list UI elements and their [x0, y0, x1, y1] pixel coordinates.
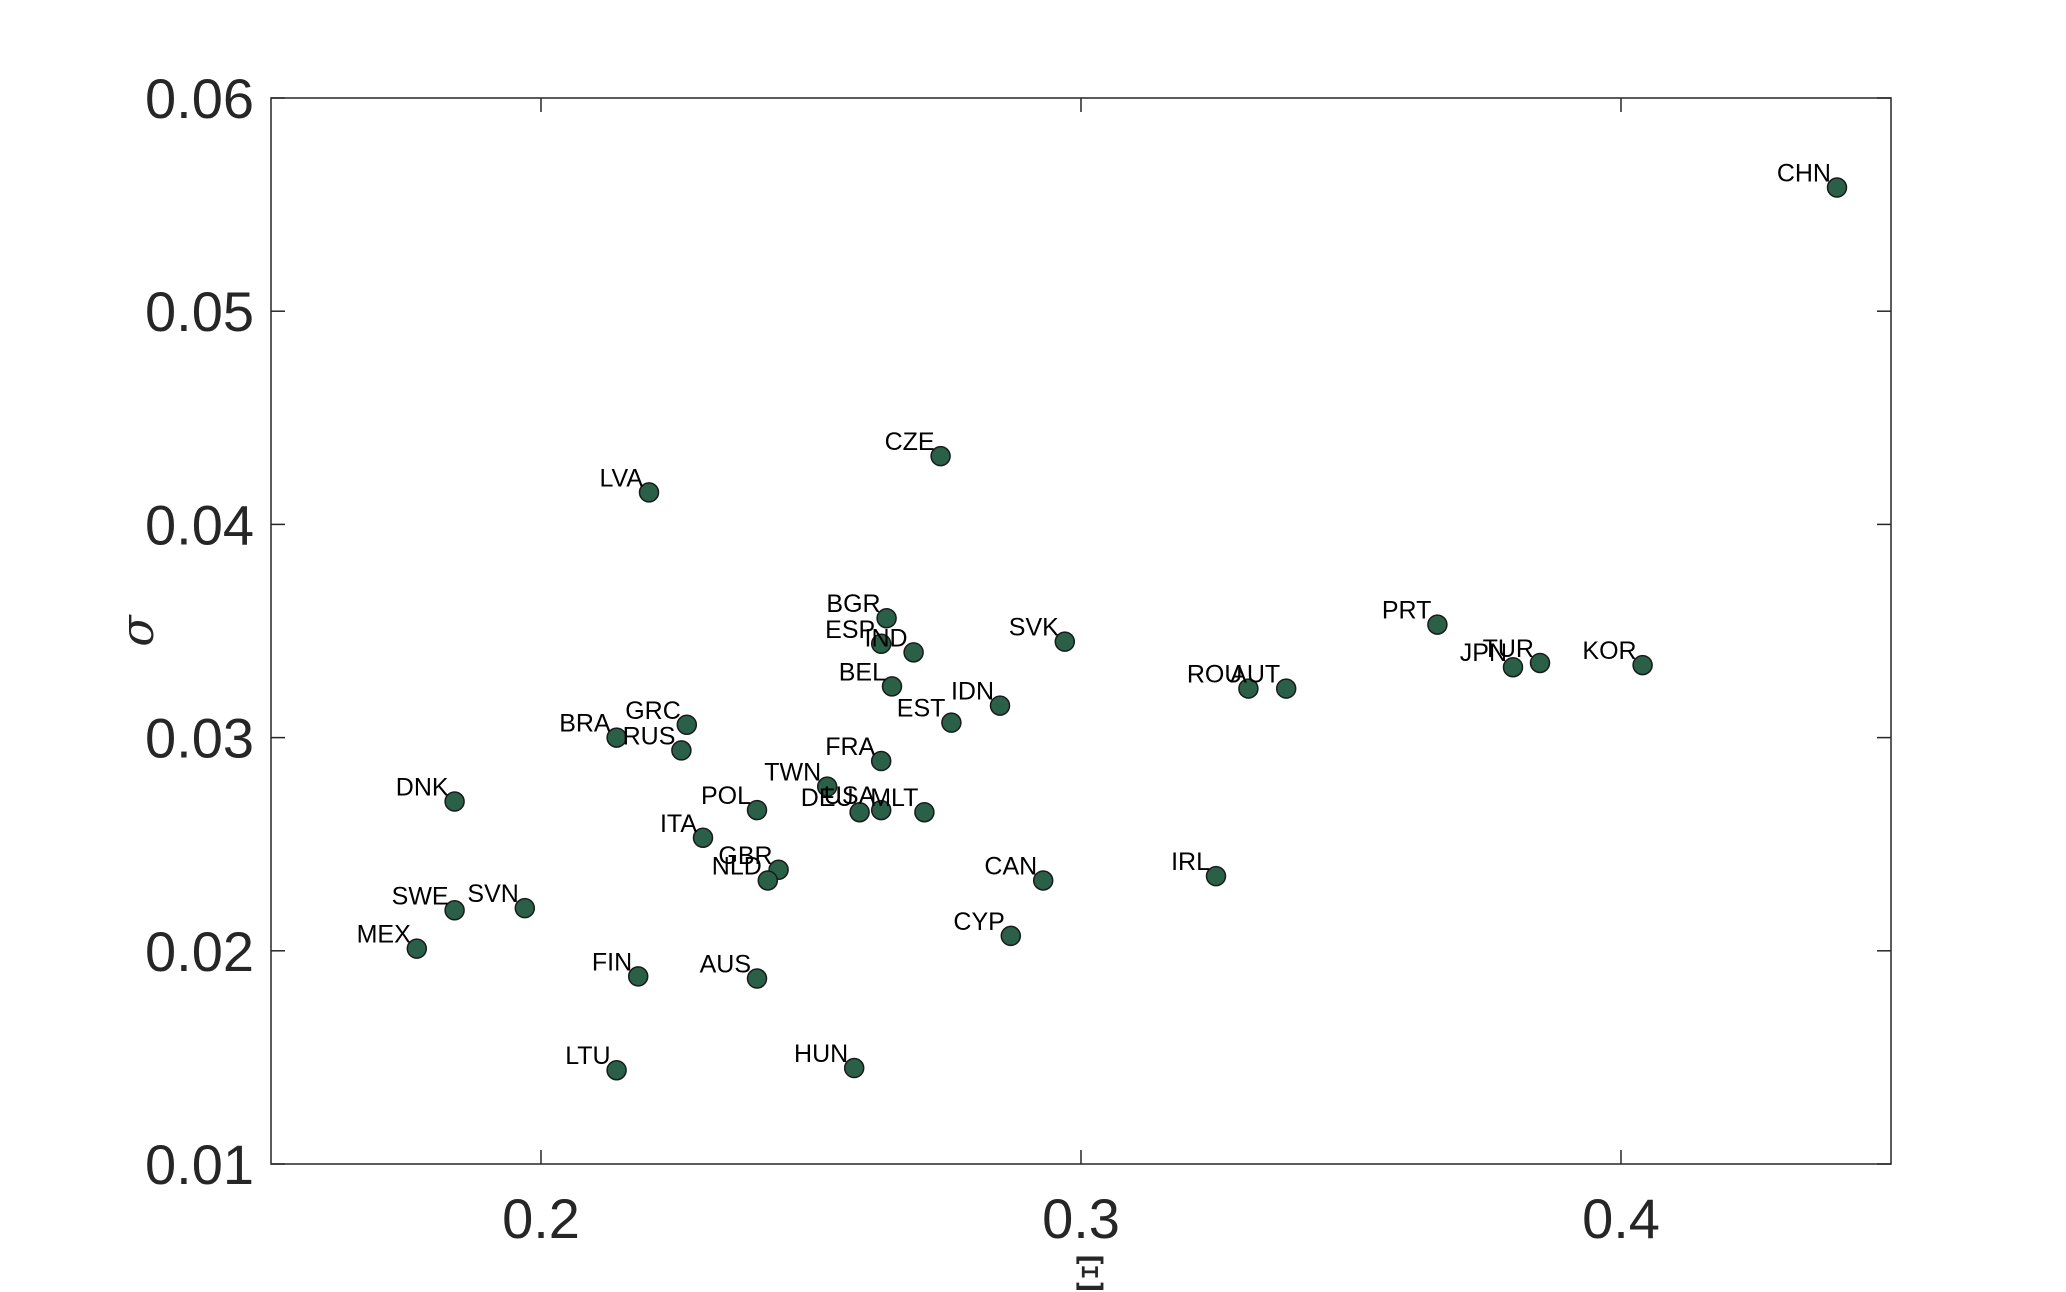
- data-point: [1205, 865, 1227, 887]
- data-points: [406, 177, 1848, 1081]
- data-point: [876, 607, 897, 629]
- point-label: USA: [824, 782, 876, 810]
- data-point: [514, 897, 536, 919]
- data-point: [930, 445, 951, 467]
- point-label: KOR: [1582, 637, 1636, 665]
- data-point: [1529, 652, 1551, 674]
- axis-ticks: [271, 97, 1891, 1165]
- point-label: BEL: [839, 658, 886, 686]
- data-point: [676, 714, 698, 736]
- data-point: [746, 799, 768, 821]
- data-point: [881, 676, 903, 697]
- point-label: AUT: [1230, 661, 1280, 689]
- y-tick-label: 0.02: [145, 920, 254, 983]
- y-tick-label: 0.03: [145, 707, 254, 770]
- data-point: [444, 791, 465, 812]
- data-point: [627, 966, 649, 987]
- data-point: [816, 776, 838, 797]
- point-label: EST: [897, 695, 946, 723]
- data-point: [849, 801, 870, 823]
- point-label: CYP: [953, 908, 1004, 936]
- data-point: [757, 870, 779, 891]
- data-point: [870, 633, 892, 655]
- data-point: [406, 938, 428, 959]
- data-point: [989, 695, 1011, 716]
- data-point: [671, 740, 692, 761]
- point-label: GBR: [718, 842, 772, 870]
- data-point: [638, 482, 660, 503]
- data-point: [1054, 631, 1076, 652]
- data-point: [1502, 656, 1524, 678]
- point-label: CZE: [885, 428, 935, 456]
- point-label: AUS: [700, 951, 751, 979]
- data-point: [903, 642, 924, 663]
- point-label: CAN: [984, 852, 1037, 880]
- point-label: PRT: [1382, 597, 1432, 625]
- data-point: [606, 727, 627, 748]
- point-label: CHN: [1777, 160, 1831, 188]
- point-label: SVN: [467, 880, 518, 908]
- point-label: SWE: [392, 882, 449, 910]
- y-tick-label: 0.05: [145, 280, 254, 343]
- point-label: DNK: [396, 774, 449, 802]
- data-point: [1632, 654, 1653, 676]
- point-label: FIN: [592, 948, 632, 976]
- x-tick-label: 0.3: [1042, 1187, 1120, 1250]
- point-label: JPN: [1460, 639, 1507, 667]
- point-label: TUR: [1483, 635, 1534, 663]
- y-tick-label: 0.06: [145, 67, 254, 130]
- y-axis-label: σ: [110, 614, 164, 647]
- point-label: LVA: [599, 464, 643, 492]
- x-tick-label: 0.4: [1582, 1187, 1660, 1250]
- point-label: TWN: [764, 759, 821, 787]
- point-label: NLD: [712, 852, 762, 880]
- y-tick-label: 0.04: [145, 493, 254, 556]
- data-point: [746, 968, 768, 989]
- point-label: LTU: [565, 1042, 610, 1070]
- point-label: ROU: [1187, 661, 1243, 689]
- point-label: ITA: [660, 810, 697, 838]
- data-point: [843, 1057, 865, 1079]
- y-tick-label: 0.01: [145, 1133, 254, 1196]
- data-point: [1275, 678, 1297, 699]
- point-label: MEX: [357, 921, 412, 949]
- x-tick-label: 0.2: [502, 1187, 580, 1250]
- data-point: [870, 750, 892, 772]
- data-point: [941, 712, 962, 733]
- point-label: DEU: [801, 784, 854, 812]
- data-point: [914, 801, 935, 823]
- data-point: [606, 1059, 627, 1081]
- tick-labels: 0.2 0.3 0.4 0.01 0.02 0.03 0.04 0.05 0.06: [145, 67, 1660, 1250]
- point-label: IDN: [951, 678, 994, 706]
- point-label: BRA: [559, 710, 611, 738]
- point-label: SVK: [1009, 614, 1059, 642]
- data-point: [1826, 177, 1848, 198]
- point-label: POL: [701, 782, 751, 810]
- data-point: [692, 827, 714, 849]
- point-label: MLT: [870, 784, 918, 812]
- point-label: BGR: [826, 590, 880, 618]
- x-axis-label: Ξ: [1074, 1247, 1106, 1292]
- point-label: GRC: [625, 697, 681, 725]
- point-label: ESP: [825, 616, 875, 644]
- data-point: [1427, 614, 1448, 635]
- point-label: IND: [865, 624, 908, 652]
- data-point: [870, 799, 892, 821]
- data-point: [444, 900, 465, 921]
- data-point: [1238, 678, 1259, 699]
- data-point: [1000, 925, 1022, 947]
- point-label: RUS: [623, 722, 676, 750]
- point-label: HUN: [794, 1040, 848, 1068]
- point-label: FRA: [825, 733, 875, 761]
- point-label: IRL: [1171, 848, 1210, 876]
- data-point: [1032, 870, 1054, 891]
- plot-area: [270, 97, 1892, 1165]
